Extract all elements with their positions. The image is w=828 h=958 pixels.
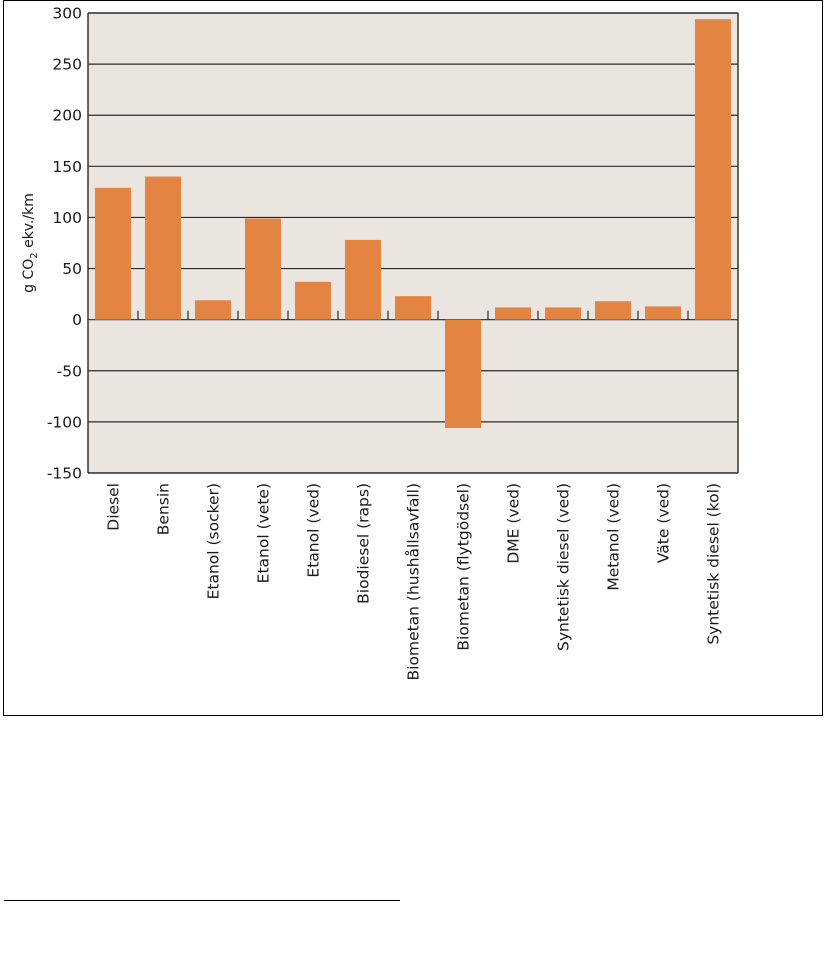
category-label: Bensin bbox=[155, 483, 173, 535]
category-label: Etanol (ved) bbox=[305, 483, 323, 578]
y-axis-title-main: g CO bbox=[21, 259, 37, 293]
bar bbox=[245, 218, 281, 319]
y-axis-title: g CO2 ekv./km bbox=[21, 193, 40, 293]
y-tick-label: 150 bbox=[52, 158, 82, 176]
footnote-rule bbox=[4, 900, 400, 901]
bar bbox=[295, 282, 331, 320]
bar bbox=[495, 307, 531, 319]
bar bbox=[195, 300, 231, 319]
category-label: Diesel bbox=[105, 483, 123, 531]
y-tick-label: 50 bbox=[62, 260, 82, 278]
y-axis-title-unit: ekv./km bbox=[21, 193, 37, 252]
bar bbox=[595, 301, 631, 319]
bar bbox=[645, 306, 681, 319]
category-label: Syntetisk diesel (ved) bbox=[555, 483, 573, 651]
y-tick-labels: 300 250 200 150 100 50 0 -50 -100 -150 bbox=[47, 5, 82, 483]
bar bbox=[345, 240, 381, 320]
category-label: Biometan (hushållsavfall) bbox=[405, 483, 423, 680]
category-label: Syntetisk diesel (kol) bbox=[705, 483, 723, 645]
y-tick-label: 200 bbox=[52, 107, 82, 125]
bar bbox=[445, 320, 481, 428]
bar bbox=[95, 188, 131, 320]
bar bbox=[145, 177, 181, 320]
figure-frame: 300 250 200 150 100 50 0 -50 -100 -150 Diesel Bens… bbox=[3, 0, 823, 716]
bar bbox=[545, 307, 581, 319]
y-tick-label: 300 bbox=[52, 5, 82, 23]
category-labels: Diesel Bensin Etanol (socker) Etanol (vete)… bbox=[105, 483, 723, 680]
plot-area bbox=[88, 13, 738, 473]
y-tick-label: 0 bbox=[72, 311, 82, 329]
bar bbox=[395, 296, 431, 320]
y-tick-label: -50 bbox=[57, 362, 82, 380]
bar-chart: 300 250 200 150 100 50 0 -50 -100 -150 Diesel Bens… bbox=[4, 1, 824, 717]
y-tick-label: -100 bbox=[47, 413, 82, 431]
category-label: Väte (ved) bbox=[655, 483, 673, 563]
category-label: Metanol (ved) bbox=[605, 483, 623, 591]
bar bbox=[695, 19, 731, 320]
category-label: Biodiesel (raps) bbox=[355, 483, 373, 604]
y-tick-label: 100 bbox=[52, 209, 82, 227]
category-label: Biometan (flytgödsel) bbox=[455, 483, 473, 651]
category-label: Etanol (vete) bbox=[255, 483, 273, 583]
category-label: DME (ved) bbox=[505, 483, 523, 564]
y-tick-label: 250 bbox=[52, 56, 82, 74]
y-tick-label: -150 bbox=[47, 465, 82, 483]
category-label: Etanol (socker) bbox=[205, 483, 223, 599]
